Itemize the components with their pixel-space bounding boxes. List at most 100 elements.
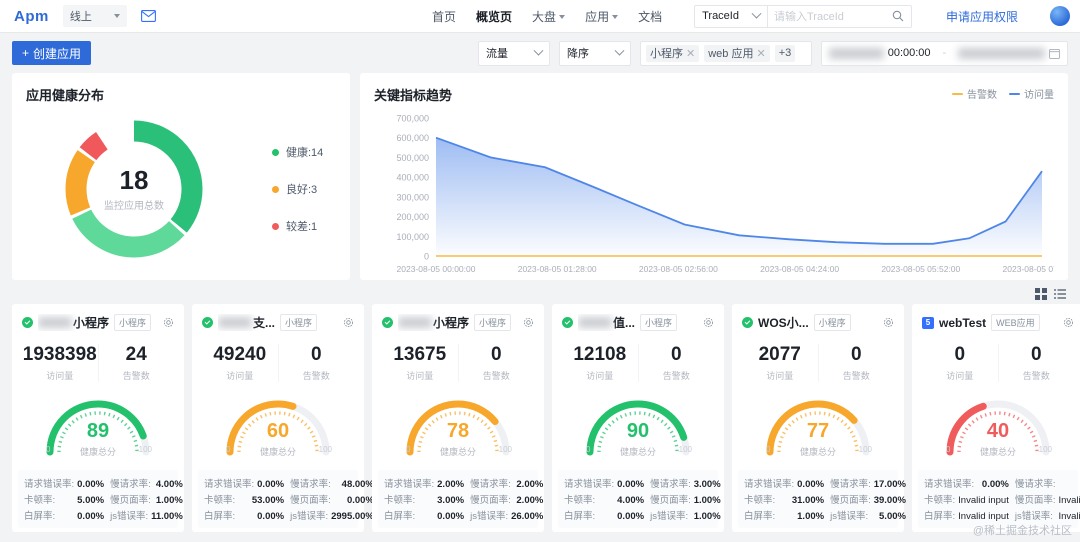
trace-type-value: TraceId xyxy=(702,10,739,22)
health-score-label: 健康总分 xyxy=(259,447,296,457)
svg-text:300,000: 300,000 xyxy=(396,192,429,202)
legend-line-icon xyxy=(1009,92,1020,95)
stat-label: 告警数 xyxy=(842,371,870,381)
avatar[interactable] xyxy=(1050,6,1070,26)
top-bar: Apm 线上 首页 概览页 大盘 应用 文档 TraceId 请输入TraceI… xyxy=(0,0,1080,33)
app-card[interactable]: 5 webTest WEB应用 0 访问量 0 告警数 40 健康总分 0 100 请求错误率: 0.0… xyxy=(912,304,1080,532)
metric-item: 请求错误率: 2.00% xyxy=(384,476,464,490)
app-name-suffix: 小程序 xyxy=(433,316,470,330)
app-name-suffix: 支... xyxy=(253,316,276,330)
metric-key: 白屏率: xyxy=(24,511,56,522)
legend-item-poor[interactable]: 较差:1 xyxy=(272,218,323,234)
nav-item-application[interactable]: 应用 xyxy=(585,8,619,25)
svg-text:2023-08-05 05:52:00: 2023-08-05 05:52:00 xyxy=(881,264,960,274)
trace-search: TraceId 请输入TraceId xyxy=(694,4,912,28)
health-score-value: 90 xyxy=(626,420,650,442)
nav-item-home[interactable]: 首页 xyxy=(432,8,456,25)
gear-icon[interactable] xyxy=(523,317,534,328)
metric-value: 2.00% xyxy=(516,495,544,506)
close-icon[interactable]: ✕ xyxy=(686,47,696,60)
tag-mini-program[interactable]: 小程序 ✕ xyxy=(646,44,700,62)
stat-value: 0 xyxy=(954,344,966,365)
date-range-picker[interactable]: 00:00:00 - xyxy=(821,40,1068,66)
nav-item-dashboard[interactable]: 大盘 xyxy=(532,8,566,25)
gear-icon[interactable] xyxy=(1063,317,1074,328)
metric-key: 慢页面率: xyxy=(110,495,151,506)
legend-item-visits[interactable]: 访问量 xyxy=(1009,86,1054,101)
svg-text:400,000: 400,000 xyxy=(396,173,429,183)
stat-alerts: 24 告警数 xyxy=(97,344,175,382)
app-type-tag: WEB应用 xyxy=(991,314,1040,331)
trend-legend: 告警数 访问量 xyxy=(952,86,1054,101)
app-card[interactable]: 小程序 小程序 1938398 访问量 24 告警数 89 健康总分 0 100 请求错误率: 0.0… xyxy=(12,304,184,532)
donut-segment-healthy-b xyxy=(65,120,203,258)
metric-item: 慢请求率: 17.00% xyxy=(830,476,906,490)
metric-value: 48.00% xyxy=(341,479,374,490)
environment-select[interactable]: 线上 xyxy=(62,5,127,27)
metric-item: 慢页面率: 2.00% xyxy=(470,492,543,506)
overview-panels: 应用健康分布 18 监控应用总数 xyxy=(0,73,1080,280)
chevron-down-icon xyxy=(113,14,120,18)
legend-item-good[interactable]: 良好:3 xyxy=(272,181,323,197)
stat-value: 24 xyxy=(125,344,147,365)
app-type-tags[interactable]: 小程序 ✕ web 应用 ✕ +3 xyxy=(640,40,812,66)
app-card[interactable]: 支... 小程序 49240 访问量 0 告警数 60 健康总分 0 100 请求错误率: 0.00%… xyxy=(192,304,374,532)
gear-icon[interactable] xyxy=(163,317,174,328)
app-card[interactable]: WOS小... 小程序 2077 访问量 0 告警数 77 健康总分 0 100 请求错误率: 0.0… xyxy=(732,304,906,532)
metric-item: 白屏率: 0.00% xyxy=(384,508,464,522)
svg-text:600,000: 600,000 xyxy=(396,133,429,143)
trace-id-input[interactable]: 请输入TraceId xyxy=(773,11,844,23)
app-type-tag: 小程序 xyxy=(813,314,851,331)
svg-text:200,000: 200,000 xyxy=(396,212,429,222)
metric-value: 2.00% xyxy=(516,479,544,490)
health-score-label: 健康总分 xyxy=(439,447,476,457)
metric-key: 慢页面率: xyxy=(650,495,691,506)
panel-title: 应用健康分布 xyxy=(26,88,105,103)
order-select[interactable]: 降序 xyxy=(559,40,631,66)
app-metrics: 请求错误率: 0.00% 慢请求率: 3.00% 卡顿率: 4.00% 慢页面率: 1.00%… xyxy=(558,470,721,528)
tag-more[interactable]: +3 xyxy=(774,44,796,62)
calendar-icon[interactable] xyxy=(1049,48,1060,59)
metric-key: 慢页面率: xyxy=(290,495,331,506)
app-name: 值... xyxy=(578,314,635,331)
stat-visits: 13675 访问量 xyxy=(382,344,458,382)
gauge-min-label: 0 xyxy=(586,445,591,454)
app-name: 小程序 xyxy=(38,314,109,331)
mail-icon[interactable] xyxy=(140,10,156,22)
app-card[interactable]: 小程序 小程序 13675 访问量 0 告警数 78 健康总分 0 100 请求错误率: 2.00% 慢… xyxy=(372,304,544,532)
svg-text:2023-08-05 02:56:00: 2023-08-05 02:56:00 xyxy=(639,264,718,274)
app-name-blurred xyxy=(578,317,612,328)
metric-item: 白屏率: 0.00% xyxy=(204,508,284,522)
grid-view-icon[interactable] xyxy=(1035,288,1047,300)
app-stats: 13675 访问量 0 告警数 xyxy=(382,344,534,382)
metric-item: 请求错误率: 0.00% xyxy=(744,476,824,490)
metric-value: 0.00% xyxy=(77,511,105,522)
list-view-icon[interactable] xyxy=(1054,288,1066,300)
close-icon[interactable]: ✕ xyxy=(756,47,766,60)
metric-value: 17.00% xyxy=(873,479,906,490)
nav-item-overview[interactable]: 概览页 xyxy=(476,8,512,25)
metric-value: 0.00% xyxy=(257,511,285,522)
gauge-max-label: 100 xyxy=(138,445,152,454)
gear-icon[interactable] xyxy=(883,317,894,328)
trace-type-select[interactable]: TraceId xyxy=(695,5,768,27)
gear-icon[interactable] xyxy=(703,317,714,328)
app-card-header: 小程序 小程序 xyxy=(382,314,534,331)
metric-item: 慢页面率: 1.00% xyxy=(110,492,183,506)
apply-permission-link[interactable]: 申请应用权限 xyxy=(945,9,1018,24)
metric-key: 卡顿率: xyxy=(924,495,956,506)
tag-web-app[interactable]: web 应用 ✕ xyxy=(704,44,770,62)
metric-key: 请求错误率: xyxy=(744,479,795,490)
app-logo[interactable]: Apm xyxy=(14,7,49,25)
legend-item-alerts[interactable]: 告警数 xyxy=(952,86,997,101)
search-icon[interactable] xyxy=(892,10,911,22)
nav-item-docs[interactable]: 文档 xyxy=(638,8,662,25)
gear-icon[interactable] xyxy=(343,317,354,328)
app-card[interactable]: 值... 小程序 12108 访问量 0 告警数 90 健康总分 0 100 请求错误率: 0.00%… xyxy=(552,304,724,532)
metric-select[interactable]: 流量 xyxy=(478,40,550,66)
metric-item: 慢页面率:Invalid input xyxy=(1015,492,1080,506)
create-app-button[interactable]: + 创建应用 xyxy=(12,41,92,65)
legend-item-healthy[interactable]: 健康:14 xyxy=(272,144,323,160)
gauge-max-label: 100 xyxy=(678,445,692,454)
metric-key: js错误率: xyxy=(110,511,149,522)
